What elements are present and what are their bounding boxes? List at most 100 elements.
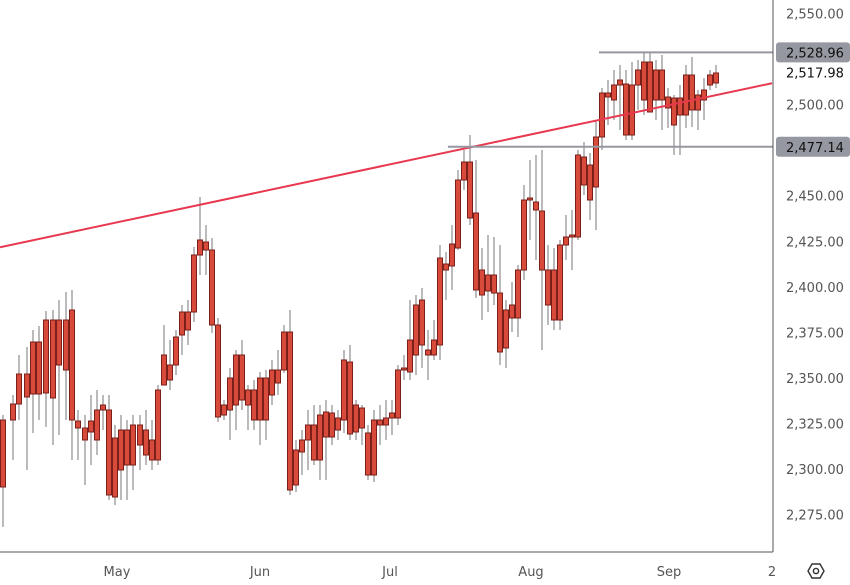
candle[interactable]: [401, 355, 407, 380]
candle[interactable]: [167, 340, 173, 390]
candle[interactable]: [497, 245, 503, 365]
candle[interactable]: [551, 248, 557, 330]
candle[interactable]: [641, 52, 647, 115]
candle[interactable]: [215, 318, 221, 422]
candle[interactable]: [112, 425, 118, 505]
candle[interactable]: [10, 395, 16, 460]
candle[interactable]: [36, 326, 42, 420]
horizontal-lines[interactable]: [448, 51, 773, 148]
candle[interactable]: [100, 395, 106, 430]
candle[interactable]: [635, 60, 641, 110]
candle[interactable]: [143, 410, 149, 465]
candle[interactable]: [209, 238, 215, 333]
settings-icon[interactable]: [807, 563, 825, 579]
candle[interactable]: [179, 305, 185, 355]
candle[interactable]: [593, 120, 599, 230]
candle[interactable]: [539, 150, 545, 350]
candle[interactable]: [485, 235, 491, 312]
candle[interactable]: [88, 395, 94, 465]
candle[interactable]: [371, 410, 377, 482]
candle[interactable]: [569, 210, 575, 270]
candle[interactable]: [347, 345, 353, 440]
candle[interactable]: [581, 142, 587, 195]
candle[interactable]: [263, 370, 269, 440]
candle[interactable]: [557, 240, 563, 330]
candle[interactable]: [407, 300, 413, 380]
candle[interactable]: [467, 135, 473, 225]
candle[interactable]: [491, 237, 497, 305]
candle[interactable]: [155, 385, 161, 465]
candle[interactable]: [281, 325, 287, 373]
candle[interactable]: [257, 372, 263, 445]
candle[interactable]: [455, 170, 461, 250]
candle[interactable]: [293, 440, 299, 492]
candle[interactable]: [617, 65, 623, 130]
candle[interactable]: [106, 395, 112, 500]
candle[interactable]: [515, 265, 521, 337]
candle[interactable]: [575, 150, 581, 240]
candle[interactable]: [118, 415, 124, 500]
candle[interactable]: [299, 430, 305, 475]
candle[interactable]: [311, 405, 317, 465]
candle[interactable]: [545, 245, 551, 325]
candle[interactable]: [0, 415, 6, 527]
candle[interactable]: [335, 410, 341, 440]
candle[interactable]: [413, 295, 419, 375]
trendline-line[interactable]: [0, 82, 773, 249]
candle[interactable]: [329, 405, 335, 445]
candle[interactable]: [275, 350, 281, 395]
candle[interactable]: [359, 405, 365, 445]
candle[interactable]: [63, 292, 69, 420]
candle[interactable]: [82, 415, 88, 485]
candle[interactable]: [659, 55, 665, 130]
plot-area[interactable]: [0, 52, 719, 527]
candle[interactable]: [647, 52, 653, 113]
candle[interactable]: [191, 247, 197, 322]
candle[interactable]: [341, 350, 347, 433]
time-axis[interactable]: May Jun Jul Aug Sep 2: [104, 565, 777, 580]
candle[interactable]: [437, 245, 443, 360]
candle[interactable]: [431, 320, 437, 360]
candle[interactable]: [503, 300, 509, 368]
candle[interactable]: [521, 185, 527, 280]
candle[interactable]: [425, 330, 431, 380]
candle[interactable]: [50, 310, 56, 445]
candle[interactable]: [75, 410, 81, 460]
candle[interactable]: [383, 400, 389, 440]
candle[interactable]: [665, 88, 671, 128]
candle[interactable]: [377, 405, 383, 445]
candle[interactable]: [689, 57, 695, 127]
candle[interactable]: [365, 425, 371, 480]
candle[interactable]: [323, 400, 329, 480]
candle[interactable]: [509, 282, 515, 332]
candle[interactable]: [473, 160, 479, 298]
candle[interactable]: [395, 365, 401, 425]
candle[interactable]: [173, 330, 179, 375]
candle[interactable]: [69, 290, 75, 460]
candle[interactable]: [197, 197, 203, 275]
candle[interactable]: [461, 150, 467, 190]
candle[interactable]: [449, 225, 455, 290]
trendline[interactable]: [0, 82, 773, 249]
candle[interactable]: [227, 368, 233, 440]
candle[interactable]: [185, 300, 191, 345]
price-axis[interactable]: 2,550.00 2,500.00 2,450.00 2,425.00 2,400.00…: [786, 8, 844, 524]
candle[interactable]: [677, 85, 683, 155]
candle[interactable]: [587, 153, 593, 220]
candle[interactable]: [611, 70, 617, 120]
candle[interactable]: [269, 360, 275, 405]
candle[interactable]: [233, 350, 239, 430]
candle[interactable]: [683, 65, 689, 128]
candle[interactable]: [161, 325, 167, 386]
candle[interactable]: [203, 225, 209, 275]
candle[interactable]: [30, 330, 36, 433]
candle[interactable]: [713, 65, 719, 88]
candle[interactable]: [24, 347, 30, 470]
candle[interactable]: [239, 340, 245, 410]
candle[interactable]: [527, 160, 533, 240]
candle[interactable]: [221, 400, 227, 420]
candle[interactable]: [149, 420, 155, 470]
candle[interactable]: [443, 252, 449, 300]
candle[interactable]: [251, 380, 257, 430]
